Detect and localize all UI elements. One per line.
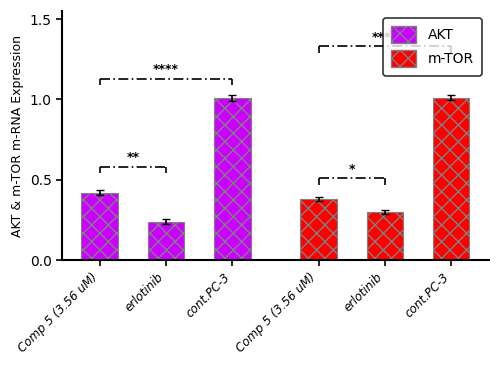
Bar — [214, 98, 250, 260]
Bar — [366, 212, 403, 260]
Y-axis label: AKT & m-TOR m-RNA Expression: AKT & m-TOR m-RNA Expression — [11, 34, 24, 236]
Bar — [433, 98, 470, 260]
Legend: AKT, m-TOR: AKT, m-TOR — [383, 18, 482, 75]
Bar — [148, 221, 184, 260]
Text: **: ** — [126, 152, 140, 164]
Text: ****: **** — [153, 63, 179, 76]
Bar — [300, 199, 337, 260]
Text: ****: **** — [372, 31, 398, 44]
Text: *: * — [348, 163, 355, 176]
Bar — [82, 193, 118, 260]
